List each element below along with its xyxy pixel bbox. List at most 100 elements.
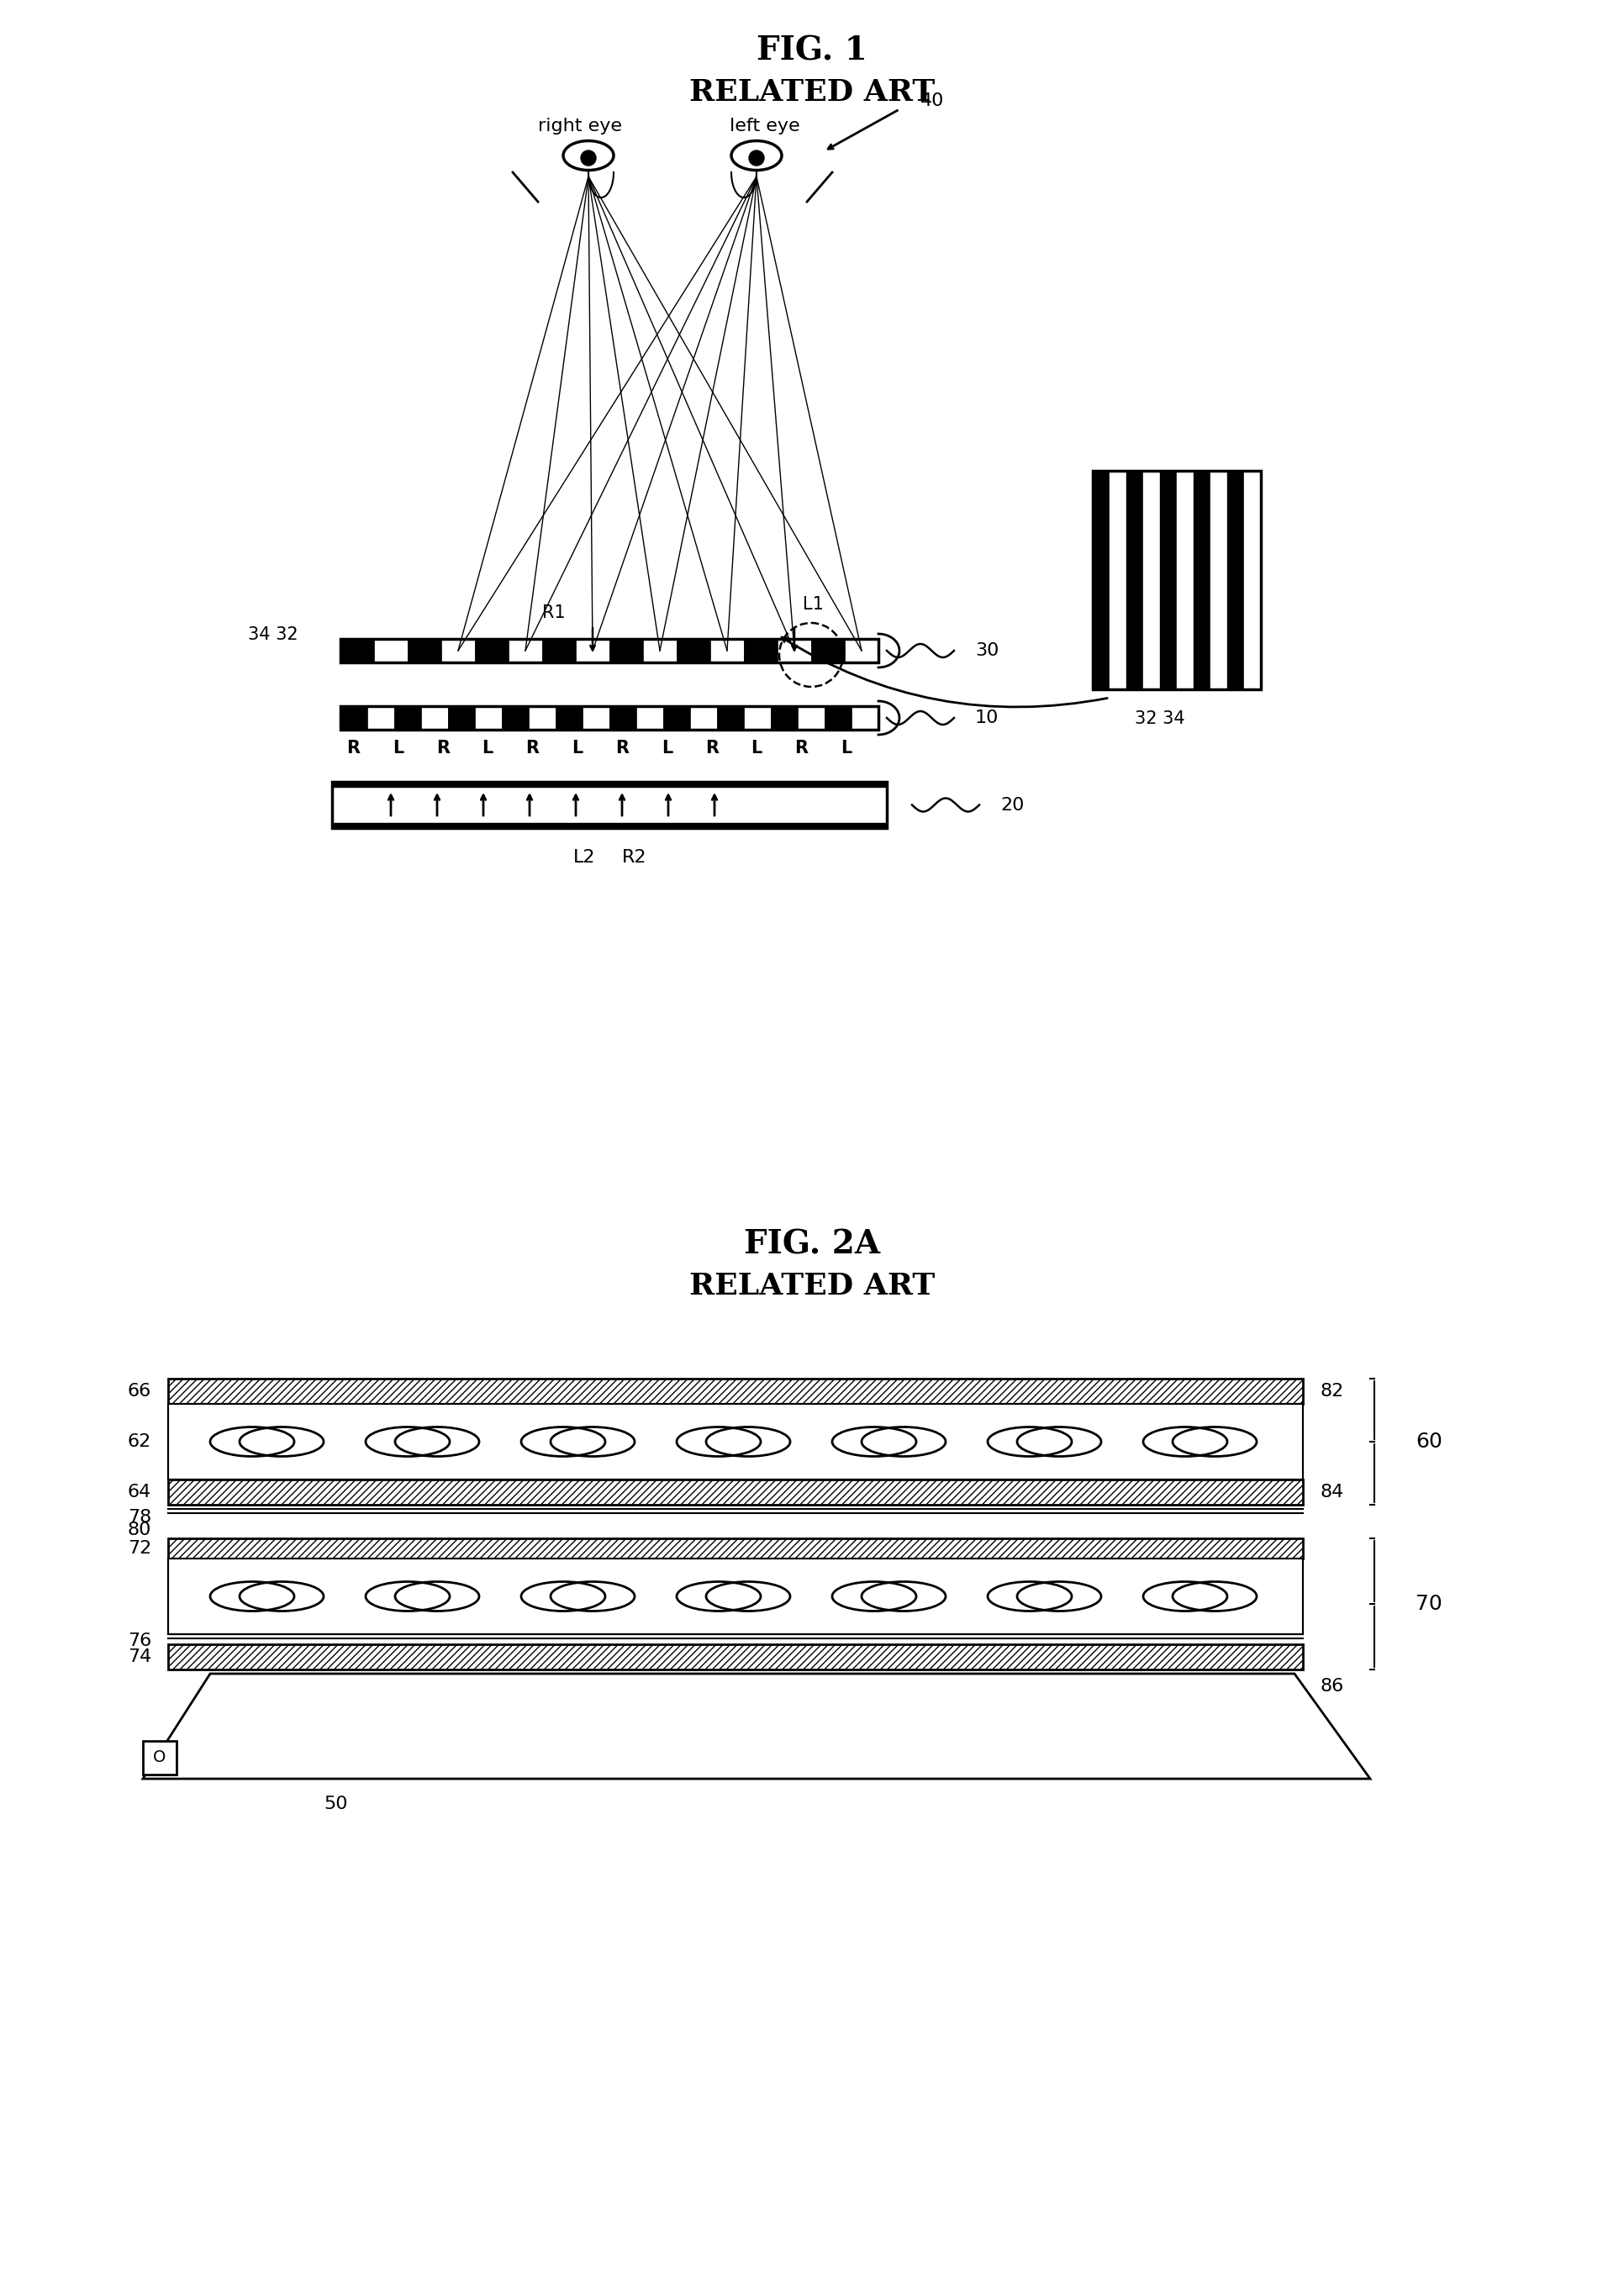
Bar [778, 640, 810, 662]
Bar [637, 706, 663, 729]
Text: R2: R2 [622, 850, 646, 866]
Bar [367, 706, 395, 729]
Bar [744, 706, 771, 729]
Text: right eye: right eye [538, 119, 622, 135]
Bar [442, 640, 474, 662]
Bar [1093, 471, 1109, 690]
Bar [169, 1405, 1302, 1480]
Bar [341, 640, 374, 662]
Text: 78: 78 [128, 1510, 151, 1526]
Text: 74: 74 [128, 1649, 151, 1665]
Text: RELATED ART: RELATED ART [689, 1272, 935, 1300]
Bar [1093, 471, 1260, 690]
Text: R: R [615, 740, 628, 756]
Bar [502, 706, 529, 729]
Text: 62: 62 [128, 1434, 151, 1450]
Bar [408, 640, 442, 662]
Text: L: L [482, 740, 494, 756]
Text: 50: 50 [325, 1795, 348, 1813]
Bar [169, 1558, 1302, 1633]
Text: 30: 30 [974, 642, 999, 660]
Bar [374, 640, 408, 662]
Text: left eye: left eye [729, 119, 801, 135]
Text: R: R [435, 740, 450, 756]
Bar [331, 781, 887, 829]
Bar [448, 706, 474, 729]
Bar [169, 1405, 1302, 1480]
Text: FIG. 2A: FIG. 2A [744, 1229, 880, 1261]
Text: 34 32: 34 32 [248, 626, 299, 644]
Text: R: R [794, 740, 809, 756]
Text: L: L [841, 740, 851, 756]
Polygon shape [143, 1674, 1371, 1779]
Bar [690, 706, 718, 729]
Bar [474, 640, 508, 662]
Text: L1: L1 [802, 596, 823, 612]
Bar [169, 1380, 1302, 1405]
Ellipse shape [581, 151, 596, 167]
Bar [1244, 471, 1260, 690]
Bar [1143, 471, 1160, 690]
Bar [1160, 471, 1177, 690]
Bar [331, 822, 887, 829]
Bar [609, 706, 637, 729]
Text: R: R [526, 740, 539, 756]
Bar [851, 706, 879, 729]
Text: 80: 80 [127, 1521, 151, 1539]
Bar [555, 706, 583, 729]
Bar [508, 640, 542, 662]
Bar [577, 640, 609, 662]
Bar [1194, 471, 1210, 690]
Bar [1228, 471, 1244, 690]
Text: 82: 82 [1320, 1382, 1343, 1400]
Ellipse shape [749, 151, 763, 167]
Bar [341, 706, 879, 729]
Text: 32 34: 32 34 [1135, 710, 1186, 726]
Text: 20: 20 [1000, 797, 1025, 813]
Text: L: L [661, 740, 672, 756]
Text: L: L [572, 740, 583, 756]
Text: 64: 64 [128, 1485, 151, 1501]
Bar [395, 706, 421, 729]
Bar [643, 640, 677, 662]
Bar [341, 706, 367, 729]
Bar [169, 1539, 1302, 1558]
Text: 10: 10 [974, 710, 999, 726]
Bar [542, 640, 577, 662]
Bar [771, 706, 797, 729]
Bar [529, 706, 555, 729]
Bar [143, 1740, 177, 1775]
Bar [744, 640, 778, 662]
Bar [331, 781, 887, 786]
Text: RELATED ART: RELATED ART [689, 78, 935, 107]
Bar [1177, 471, 1194, 690]
Text: 72: 72 [128, 1539, 151, 1558]
Bar [710, 640, 744, 662]
Ellipse shape [564, 142, 614, 171]
Text: O: O [153, 1750, 166, 1766]
Bar [609, 640, 643, 662]
Text: 60: 60 [1416, 1432, 1442, 1453]
Bar [718, 706, 744, 729]
Bar [825, 706, 851, 729]
Text: R: R [346, 740, 361, 756]
Bar [421, 706, 448, 729]
Bar [1210, 471, 1228, 690]
Text: 70: 70 [1416, 1594, 1442, 1615]
Text: 40: 40 [921, 91, 944, 110]
Text: FIG. 1: FIG. 1 [757, 34, 867, 66]
Text: L2: L2 [573, 850, 596, 866]
Bar [474, 706, 502, 729]
Bar [169, 1644, 1302, 1670]
Bar [169, 1480, 1302, 1505]
Text: R1: R1 [542, 605, 565, 621]
Text: 84: 84 [1320, 1485, 1343, 1501]
Text: L: L [393, 740, 403, 756]
Bar [341, 640, 879, 662]
Bar [677, 640, 710, 662]
Text: 66: 66 [128, 1382, 151, 1400]
Bar [810, 640, 844, 662]
Bar [1109, 471, 1127, 690]
Ellipse shape [731, 142, 781, 171]
Bar [583, 706, 609, 729]
